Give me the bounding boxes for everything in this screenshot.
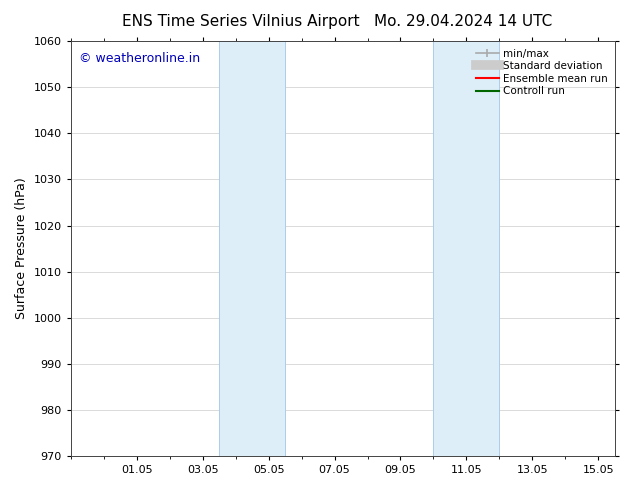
Text: © weatheronline.in: © weatheronline.in [79, 51, 200, 65]
Text: ENS Time Series Vilnius Airport: ENS Time Series Vilnius Airport [122, 14, 359, 29]
Y-axis label: Surface Pressure (hPa): Surface Pressure (hPa) [15, 178, 28, 319]
Legend: min/max, Standard deviation, Ensemble mean run, Controll run: min/max, Standard deviation, Ensemble me… [474, 47, 610, 98]
Bar [434, 41, 500, 456]
Bar [219, 41, 285, 456]
Text: Mo. 29.04.2024 14 UTC: Mo. 29.04.2024 14 UTC [373, 14, 552, 29]
